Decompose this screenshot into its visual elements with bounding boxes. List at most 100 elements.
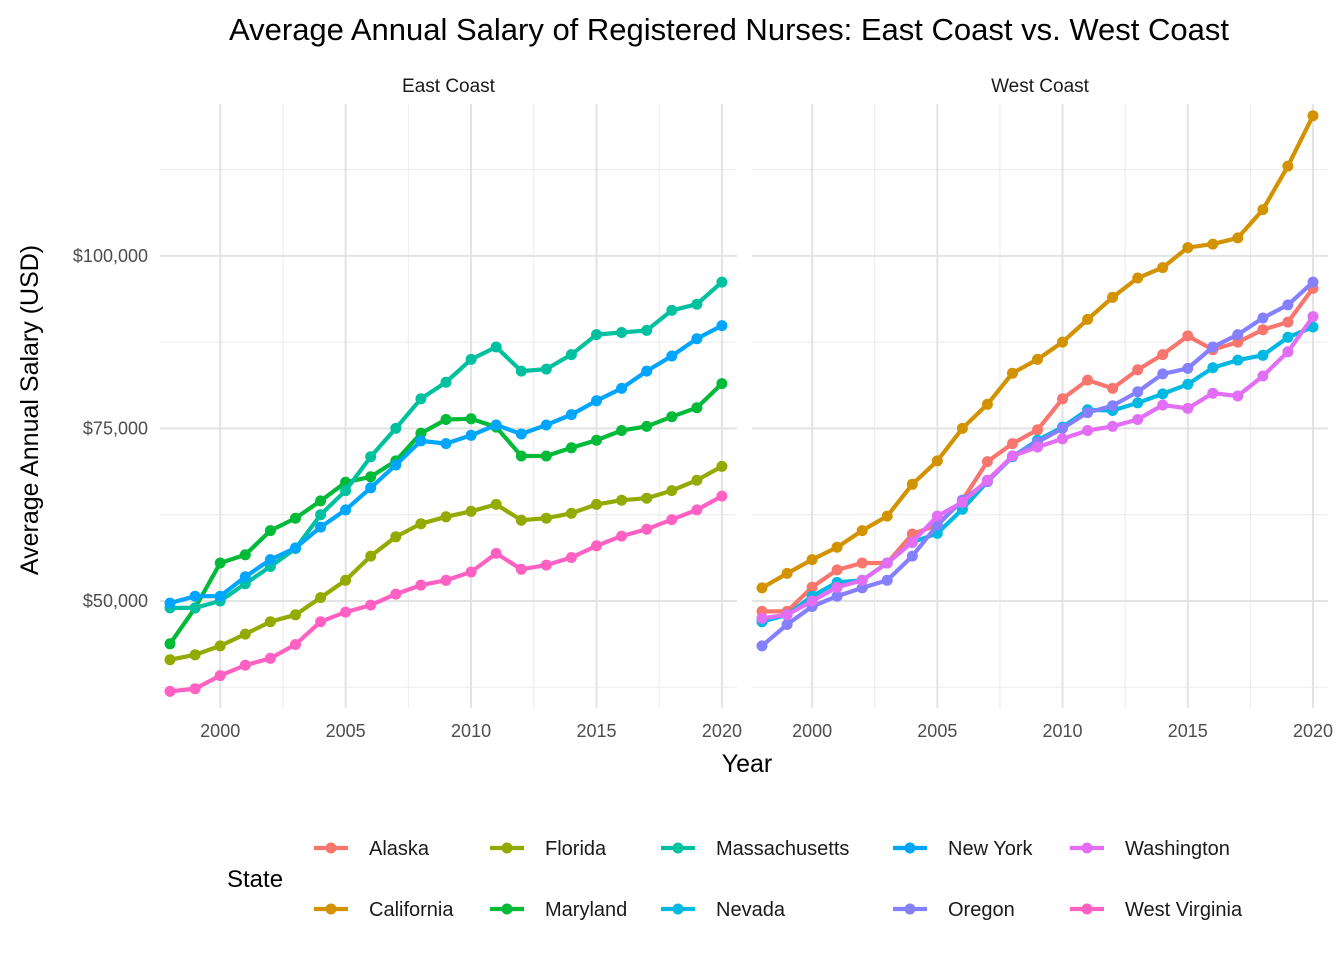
data-point (1282, 346, 1294, 358)
legend-key-point (1081, 903, 1093, 915)
data-point (1057, 336, 1068, 348)
legend-key-point (672, 842, 684, 854)
data-point (616, 425, 628, 436)
data-point (1257, 324, 1269, 336)
data-point (1257, 312, 1269, 324)
legend-key-point (904, 903, 916, 915)
legend-item-maryland: Maryland (490, 899, 627, 921)
legend-item-california: California (314, 899, 454, 921)
data-point (540, 419, 552, 431)
legend-key-point (325, 842, 337, 854)
data-point (1257, 204, 1269, 216)
data-point (315, 495, 327, 507)
data-point (164, 685, 176, 697)
data-point (1007, 450, 1018, 462)
legend-key-point (904, 842, 916, 854)
data-point (390, 422, 402, 434)
data-point (1232, 390, 1244, 402)
x-tick-label: 2000 (200, 721, 240, 741)
data-point (1307, 276, 1319, 288)
data-point (1132, 272, 1144, 284)
facet-strip-label: West Coast (991, 76, 1090, 97)
data-point (831, 590, 843, 602)
data-point (591, 434, 602, 446)
data-point (465, 429, 477, 441)
legend: Alaska California Florida Maryland Massachus… (314, 838, 1243, 921)
data-point (239, 659, 251, 671)
data-point (1157, 399, 1169, 411)
data-point (1182, 402, 1194, 414)
data-point (981, 456, 993, 468)
legend-key-point (672, 903, 684, 915)
data-point (666, 411, 678, 423)
data-point (1107, 382, 1119, 394)
data-point (756, 640, 768, 652)
data-point (1207, 341, 1219, 353)
data-point (565, 409, 577, 421)
data-point (831, 541, 843, 553)
data-point (1307, 311, 1319, 323)
data-point (515, 514, 527, 526)
data-point (540, 559, 552, 571)
data-point (290, 542, 301, 554)
series-line-florida (169, 464, 723, 662)
data-point (390, 531, 402, 543)
data-point (1082, 374, 1094, 386)
legend-title: State (227, 866, 283, 893)
legend-item-washington: Washington (1070, 838, 1230, 860)
data-point (666, 304, 678, 316)
data-point (565, 552, 577, 563)
data-point (490, 419, 502, 431)
data-point (189, 683, 201, 695)
data-point (1107, 400, 1119, 412)
series-west-virginia (164, 490, 728, 697)
data-point (641, 523, 653, 535)
x-tick-label: 2010 (1043, 721, 1083, 741)
data-point (415, 435, 427, 447)
data-point (831, 581, 843, 593)
data-point (1057, 433, 1068, 445)
data-point (315, 509, 327, 521)
legend-label: California (369, 899, 454, 921)
data-point (716, 276, 728, 288)
data-point (1232, 232, 1244, 244)
data-point (264, 554, 276, 566)
data-point (315, 521, 327, 533)
data-point (415, 393, 427, 405)
legend-key-point (501, 842, 513, 854)
data-point (591, 329, 602, 341)
data-point (691, 333, 703, 345)
data-point (1257, 349, 1269, 361)
data-point (1057, 393, 1068, 405)
data-point (214, 640, 226, 652)
data-point (641, 492, 653, 504)
data-point (641, 324, 653, 336)
data-point (390, 588, 402, 600)
data-point (831, 564, 843, 576)
data-point (666, 485, 678, 497)
data-point (591, 540, 602, 552)
data-point (440, 414, 452, 425)
data-point (1032, 353, 1043, 365)
data-point (515, 563, 527, 575)
data-point (189, 590, 201, 602)
data-point (315, 616, 327, 628)
series-washington (756, 311, 1319, 624)
data-point (781, 567, 793, 579)
data-point (1082, 407, 1094, 419)
data-point (1057, 422, 1068, 434)
legend-item-west-virginia: West Virginia (1070, 899, 1243, 921)
data-point (340, 504, 352, 516)
data-point (666, 350, 678, 362)
series-california (756, 110, 1319, 594)
legend-item-new-york: New York (893, 838, 1033, 860)
data-point (691, 402, 703, 414)
data-point (956, 422, 968, 434)
data-point (1257, 370, 1269, 382)
data-point (1307, 110, 1319, 122)
data-point (365, 599, 377, 611)
data-point (716, 460, 728, 472)
data-point (906, 550, 918, 562)
data-point (616, 530, 628, 542)
legend-label: Alaska (369, 838, 430, 860)
